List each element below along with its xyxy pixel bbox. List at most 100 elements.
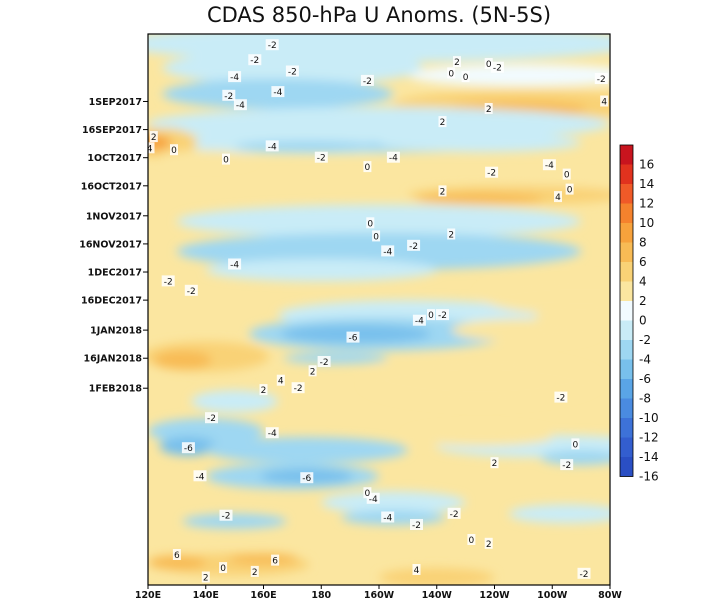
svg-text:0: 0 [567,186,573,196]
anomaly-cell [205,437,408,464]
contour-label: -4 [228,71,242,83]
svg-text:-4: -4 [196,472,205,482]
contour-label: -6 [181,442,195,454]
svg-text:2: 2 [310,367,316,377]
svg-text:0: 0 [428,311,434,321]
svg-text:-2: -2 [412,521,421,531]
contour-label: -4 [366,492,380,505]
y-tick-label: 1DEC2017 [88,268,142,279]
svg-text:-2: -2 [438,311,447,321]
colorbar-label: 0 [639,314,647,328]
contour-label: 2 [250,565,259,578]
colorbar-swatch [620,281,633,301]
colorbar-label: 10 [639,216,654,230]
svg-text:-4: -4 [369,495,378,505]
y-tick-label: 16JAN2018 [84,354,143,365]
svg-text:4: 4 [555,193,561,203]
contour-label: 0 [372,230,381,242]
contour-label: -4 [265,140,279,152]
contour-label: 0 [571,438,580,450]
svg-text:-2: -2 [597,75,606,85]
contour-label: -2 [490,61,504,74]
anomaly-cell [379,568,495,585]
contour-label: 6 [172,549,181,561]
svg-text:-2: -2 [268,41,277,51]
svg-text:2: 2 [448,231,454,241]
contour-label: 0 [427,309,435,321]
contour-label: -2 [447,507,461,520]
svg-text:4: 4 [414,566,420,576]
anomaly-cell [480,277,610,316]
svg-text:-4: -4 [545,161,554,171]
x-axis: 120E 140E 160E 180 160W 140W 120W 100W 80W [135,585,622,601]
svg-text:-2: -2 [224,92,233,102]
svg-text:6: 6 [272,557,278,567]
svg-text:-6: -6 [302,474,311,484]
svg-text:0: 0 [365,489,371,499]
contour-label: -4 [265,427,279,439]
svg-text:-4: -4 [144,144,153,154]
colorbar-swatch [620,398,633,418]
svg-text:0: 0 [469,536,475,546]
contour-label: -2 [184,284,198,297]
svg-text:-2: -2 [580,570,589,580]
svg-text:2: 2 [486,540,492,550]
svg-text:-2: -2 [556,394,565,404]
contour-label: 2 [447,228,456,241]
contour-label: 2 [484,103,493,115]
anomaly-cell [191,79,336,91]
contour-label: 2 [308,365,317,377]
colorbar-swatch [620,262,633,282]
svg-text:-4: -4 [273,88,282,98]
y-tick-label: 1NOV2017 [86,211,142,222]
anomaly-cell [191,390,278,413]
y-tick-label: 16SEP2017 [82,125,142,136]
contour-label: -4 [381,245,395,257]
contour-label: -2 [291,382,305,394]
svg-text:2: 2 [261,386,267,396]
contour-label: -6 [300,472,314,484]
contour-label: -2 [161,275,175,287]
colorbar-swatch [620,359,633,379]
contour-label: 0 [170,144,178,156]
anomaly-field [148,34,610,585]
contour-label: 4 [554,191,562,203]
svg-text:0: 0 [486,60,492,70]
svg-text:4: 4 [601,98,607,108]
contour-label: 0 [366,217,375,229]
svg-text:0: 0 [619,69,625,79]
anomaly-cell [182,513,287,529]
svg-text:-2: -2 [222,512,231,522]
svg-text:-2: -2 [363,77,372,87]
svg-text:-2: -2 [164,277,173,287]
anomaly-cell [228,553,299,565]
svg-text:-2: -2 [250,56,259,66]
svg-text:-4: -4 [268,142,277,152]
svg-text:0: 0 [564,171,570,181]
svg-text:-2: -2 [450,510,459,520]
anomaly-cell [283,352,388,364]
contour-label: 0 [484,58,493,70]
anomaly-cell [451,318,596,342]
contour-label: -2 [407,239,421,252]
svg-text:-6: -6 [184,444,193,454]
contour-label: -2 [410,519,423,531]
contour-label: 0 [447,67,456,79]
colorbar-label: 14 [639,177,654,191]
contour-label: -2 [594,73,608,85]
colorbar-label: -6 [639,372,651,386]
colorbar-swatch [620,457,633,477]
anomaly-cell [364,358,596,404]
contour-label: 0 [618,67,626,79]
colorbar-swatch [620,301,633,321]
contour-label: -2 [554,391,568,404]
colorbar-swatch [620,164,633,184]
svg-text:-2: -2 [317,154,326,164]
svg-text:0: 0 [463,73,469,83]
svg-text:-4: -4 [230,261,239,271]
colorbar-swatch [620,320,633,340]
x-tick-label: 120E [135,590,161,601]
svg-text:2: 2 [492,459,498,469]
x-tick-label: 140W [422,590,453,601]
contour-label: -2 [205,412,218,424]
